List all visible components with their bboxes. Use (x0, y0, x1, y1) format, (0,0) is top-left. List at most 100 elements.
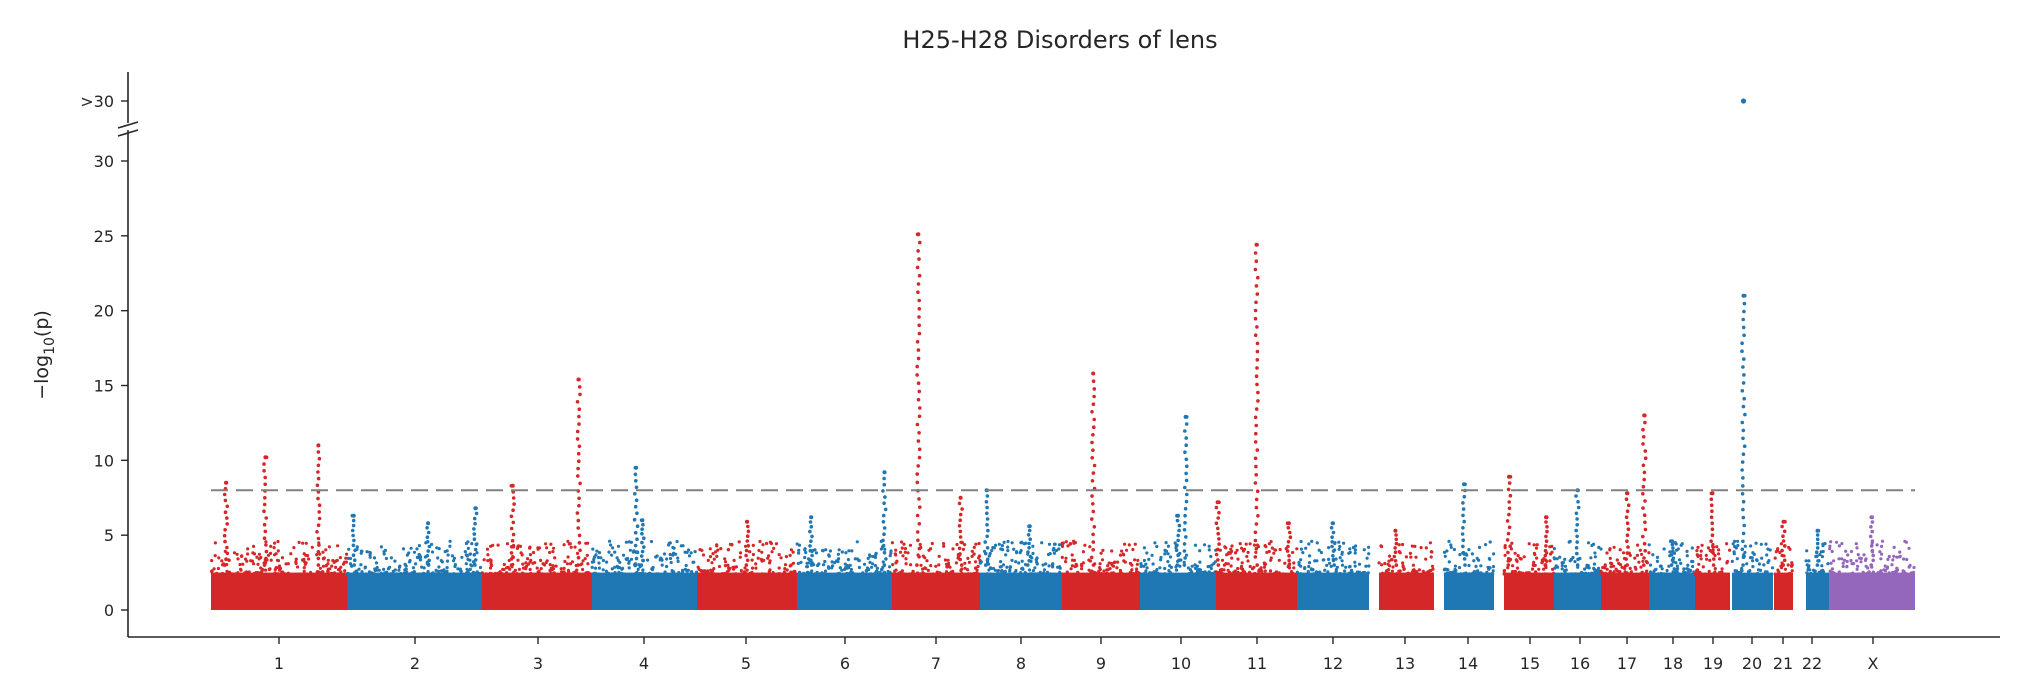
y-tick-label: 10 (94, 451, 114, 470)
snp-point (916, 356, 921, 361)
snp-point (584, 541, 588, 545)
snp-point (1506, 566, 1510, 570)
snp-point (846, 558, 851, 562)
snp-point (1091, 540, 1096, 544)
snp-point (613, 571, 617, 575)
snp-point (803, 547, 807, 551)
snp-point (917, 522, 922, 526)
snp-point (1710, 509, 1714, 513)
snp-point (1323, 568, 1327, 572)
snp-point (639, 554, 644, 558)
peak-point (263, 455, 268, 460)
snp-point (1184, 443, 1188, 448)
snp-point (1506, 563, 1511, 567)
snp-point (1214, 521, 1219, 525)
snp-point (1780, 524, 1784, 529)
snp-point (425, 540, 430, 544)
snp-point (919, 563, 923, 567)
snp-point (1851, 571, 1855, 575)
snp-point (883, 507, 888, 512)
snp-point (1706, 546, 1710, 550)
snp-point (509, 514, 514, 519)
snp-point (1713, 567, 1717, 571)
snp-point (382, 572, 386, 576)
snp-point (976, 572, 980, 576)
snp-point (1048, 572, 1052, 576)
snp-point (1184, 535, 1188, 539)
snp-point (1592, 566, 1596, 571)
snp-point (634, 498, 639, 503)
snp-point (1741, 563, 1745, 567)
snp-point (1641, 463, 1646, 468)
snp-point (866, 566, 870, 570)
snp-point (1257, 569, 1261, 573)
snp-point (1163, 572, 1167, 576)
snp-point (1029, 572, 1034, 576)
snp-point (1135, 570, 1139, 575)
snp-point (417, 572, 421, 576)
peak-point (1741, 293, 1746, 298)
snp-point (1855, 567, 1859, 571)
snp-point (1205, 571, 1209, 575)
snp-point (917, 431, 921, 435)
snp-point (1873, 572, 1877, 576)
snp-point (1846, 553, 1850, 557)
snp-point (1303, 566, 1307, 570)
snp-point (916, 348, 921, 352)
snp-point (634, 479, 638, 483)
snp-point (903, 547, 908, 551)
snp-point (1592, 562, 1597, 566)
snp-point (1166, 544, 1170, 548)
snp-point (244, 570, 249, 574)
snp-point (1664, 572, 1669, 576)
snp-point (1236, 566, 1240, 571)
snp-point (880, 568, 884, 572)
snp-point (701, 553, 706, 557)
snp-point (777, 553, 781, 557)
snp-point (1347, 565, 1352, 569)
snp-point (1135, 567, 1139, 571)
snp-point (355, 545, 359, 549)
snp-point (805, 565, 810, 569)
snp-point (1306, 569, 1310, 574)
snp-point (1725, 561, 1729, 565)
snp-point (1506, 487, 1511, 492)
snp-point (1100, 558, 1105, 562)
snp-point (917, 273, 922, 278)
snp-point (548, 569, 552, 573)
snp-point (1035, 572, 1040, 576)
snp-point (862, 562, 867, 566)
snp-point (1880, 571, 1884, 576)
snp-point (1145, 566, 1149, 570)
peak-point (1027, 524, 1032, 529)
snp-point (1878, 550, 1882, 554)
snp-point (1052, 572, 1056, 576)
snp-point (1254, 473, 1258, 477)
peak-point (351, 513, 356, 518)
snp-point (551, 572, 555, 576)
snp-point (743, 566, 747, 570)
snp-point (972, 571, 976, 575)
snp-point (1052, 542, 1057, 546)
snp-point (509, 545, 514, 549)
snp-point (1647, 551, 1651, 555)
snp-point (402, 571, 406, 575)
snp-point (1743, 550, 1747, 555)
snp-point (1612, 545, 1616, 549)
snp-point (544, 542, 548, 546)
snp-point (403, 568, 407, 572)
snp-point (1183, 506, 1188, 511)
snp-point (604, 569, 609, 573)
snp-point (1142, 564, 1146, 568)
snp-point (351, 533, 355, 538)
snp-point (1090, 517, 1094, 521)
snp-point (528, 546, 532, 550)
snp-point (1909, 571, 1914, 575)
snp-point (875, 566, 880, 570)
snp-point (706, 569, 710, 573)
snp-point (882, 476, 886, 481)
snp-point (1764, 542, 1768, 546)
snp-point (1387, 559, 1391, 563)
peak-point (640, 518, 645, 523)
snp-point (838, 566, 842, 570)
